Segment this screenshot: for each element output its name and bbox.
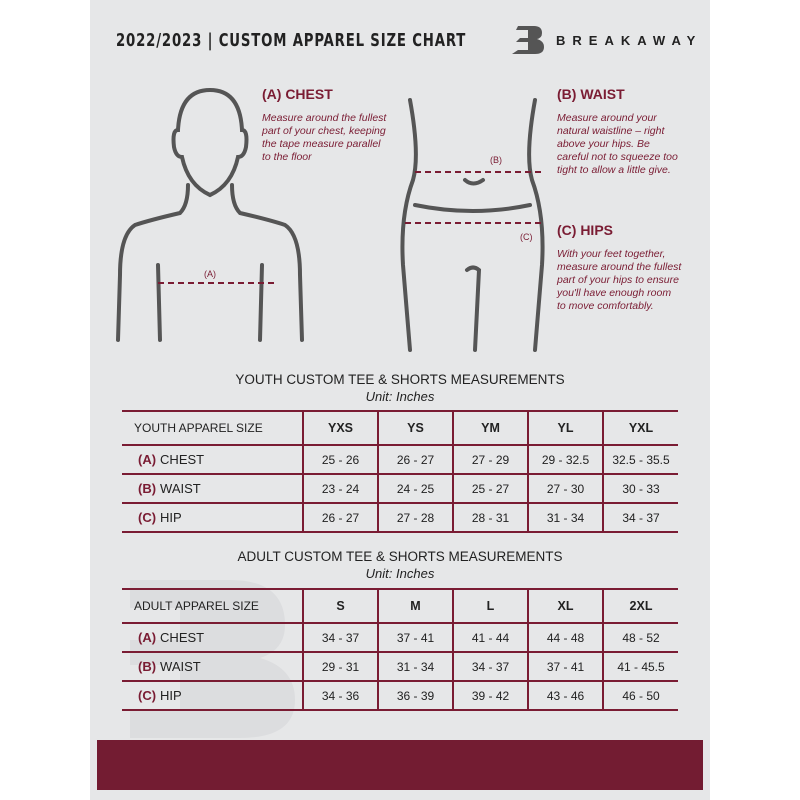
chest-heading: (A) CHEST bbox=[262, 86, 333, 102]
waist-instructions: Measure around your natural waistline – … bbox=[557, 112, 678, 176]
table-row: (B) WAIST 29 - 31 31 - 34 34 - 37 37 - 41 41 -… bbox=[122, 651, 678, 682]
cell: 28 - 31 bbox=[452, 502, 528, 533]
cell: 37 - 41 bbox=[377, 622, 453, 653]
row-label: HIP bbox=[160, 510, 182, 525]
cell: 32.5 - 35.5 bbox=[602, 444, 678, 475]
hips-instructions: With your feet together, measure around … bbox=[557, 248, 682, 312]
cell: 27 - 30 bbox=[527, 473, 603, 504]
row-tag: (C) bbox=[138, 510, 157, 525]
row-label: WAIST bbox=[160, 481, 201, 496]
cell: 39 - 42 bbox=[452, 680, 528, 711]
row-label: CHEST bbox=[160, 452, 205, 467]
cell: 31 - 34 bbox=[527, 502, 603, 533]
cell: 25 - 26 bbox=[302, 444, 378, 475]
cell: 23 - 24 bbox=[302, 473, 378, 504]
size-col: L bbox=[452, 588, 528, 624]
youth-unit: Unit: Inches bbox=[365, 389, 435, 404]
row-tag: (B) bbox=[138, 659, 157, 674]
row-tag: (A) bbox=[138, 452, 157, 467]
cell: 41 - 44 bbox=[452, 622, 528, 653]
cell: 31 - 34 bbox=[377, 651, 453, 682]
size-col: YXL bbox=[602, 410, 678, 446]
cell: 44 - 48 bbox=[527, 622, 603, 653]
table-header-row: ADULT APPAREL SIZE S M L XL 2XL bbox=[122, 588, 678, 624]
cell: 26 - 27 bbox=[377, 444, 453, 475]
table-row: (B) WAIST 23 - 24 24 - 25 25 - 27 27 - 30 30 -… bbox=[122, 473, 678, 504]
row-label: WAIST bbox=[160, 659, 201, 674]
cell: 34 - 36 bbox=[302, 680, 378, 711]
adult-table-title: ADULT CUSTOM TEE & SHORTS MEASUREMENTS bbox=[237, 549, 563, 564]
waist-figure-illustration: (B) (C) bbox=[400, 98, 545, 352]
cell: 25 - 27 bbox=[452, 473, 528, 504]
size-header: ADULT APPAREL SIZE bbox=[122, 588, 303, 624]
table-row: (C) HIP 34 - 36 36 - 39 39 - 42 43 - 46 46 - 5… bbox=[122, 680, 678, 711]
chest-marker-label: (A) bbox=[204, 269, 216, 279]
table-row: (A) CHEST 34 - 37 37 - 41 41 - 44 44 - 48 48 -… bbox=[122, 622, 678, 653]
cell: 34 - 37 bbox=[302, 622, 378, 653]
chest-instructions: Measure around the fullest part of your … bbox=[262, 112, 387, 163]
cell: 37 - 41 bbox=[527, 651, 603, 682]
size-header: YOUTH APPAREL SIZE bbox=[122, 410, 303, 446]
cell: 48 - 52 bbox=[602, 622, 678, 653]
row-label: CHEST bbox=[160, 630, 205, 645]
size-col: 2XL bbox=[602, 588, 678, 624]
cell: 27 - 29 bbox=[452, 444, 528, 475]
size-col: S bbox=[302, 588, 378, 624]
size-col: YXS bbox=[302, 410, 378, 446]
cell: 29 - 31 bbox=[302, 651, 378, 682]
row-tag: (B) bbox=[138, 481, 157, 496]
size-col: YL bbox=[527, 410, 603, 446]
cell: 34 - 37 bbox=[452, 651, 528, 682]
youth-table-title: YOUTH CUSTOM TEE & SHORTS MEASUREMENTS bbox=[235, 372, 565, 387]
cell: 24 - 25 bbox=[377, 473, 453, 504]
cell: 41 - 45.5 bbox=[602, 651, 678, 682]
waist-heading: (B) WAIST bbox=[557, 86, 625, 102]
table-row: (C) HIP 26 - 27 27 - 28 28 - 31 31 - 34 34 - 3… bbox=[122, 502, 678, 533]
cell: 30 - 33 bbox=[602, 473, 678, 504]
adult-unit: Unit: Inches bbox=[365, 566, 435, 581]
waist-marker-label: (B) bbox=[490, 155, 502, 165]
hips-marker-label: (C) bbox=[520, 232, 533, 242]
cell: 34 - 37 bbox=[602, 502, 678, 533]
youth-size-table: YOUTH APPAREL SIZE YXS YS YM YL YXL (A) C… bbox=[122, 410, 678, 533]
size-col: YM bbox=[452, 410, 528, 446]
row-tag: (A) bbox=[138, 630, 157, 645]
footer-bar bbox=[97, 740, 703, 790]
cell: 43 - 46 bbox=[527, 680, 603, 711]
row-label: HIP bbox=[160, 688, 182, 703]
size-col: M bbox=[377, 588, 453, 624]
page-title: 2022/2023 | CUSTOM APPAREL SIZE CHART bbox=[116, 30, 467, 51]
brand-name: BREAKAWAY bbox=[556, 33, 703, 48]
cell: 27 - 28 bbox=[377, 502, 453, 533]
cell: 46 - 50 bbox=[602, 680, 678, 711]
chest-figure-illustration: (A) bbox=[116, 87, 304, 342]
row-tag: (C) bbox=[138, 688, 157, 703]
size-col: XL bbox=[527, 588, 603, 624]
hips-heading: (C) HIPS bbox=[557, 222, 613, 238]
cell: 29 - 32.5 bbox=[527, 444, 603, 475]
table-row: (A) CHEST 25 - 26 26 - 27 27 - 29 29 - 32.5 32… bbox=[122, 444, 678, 475]
breakaway-logo-icon bbox=[512, 26, 544, 54]
cell: 26 - 27 bbox=[302, 502, 378, 533]
adult-size-table: ADULT APPAREL SIZE S M L XL 2XL (A) CHEST… bbox=[122, 588, 678, 711]
size-col: YS bbox=[377, 410, 453, 446]
table-header-row: YOUTH APPAREL SIZE YXS YS YM YL YXL bbox=[122, 410, 678, 446]
cell: 36 - 39 bbox=[377, 680, 453, 711]
